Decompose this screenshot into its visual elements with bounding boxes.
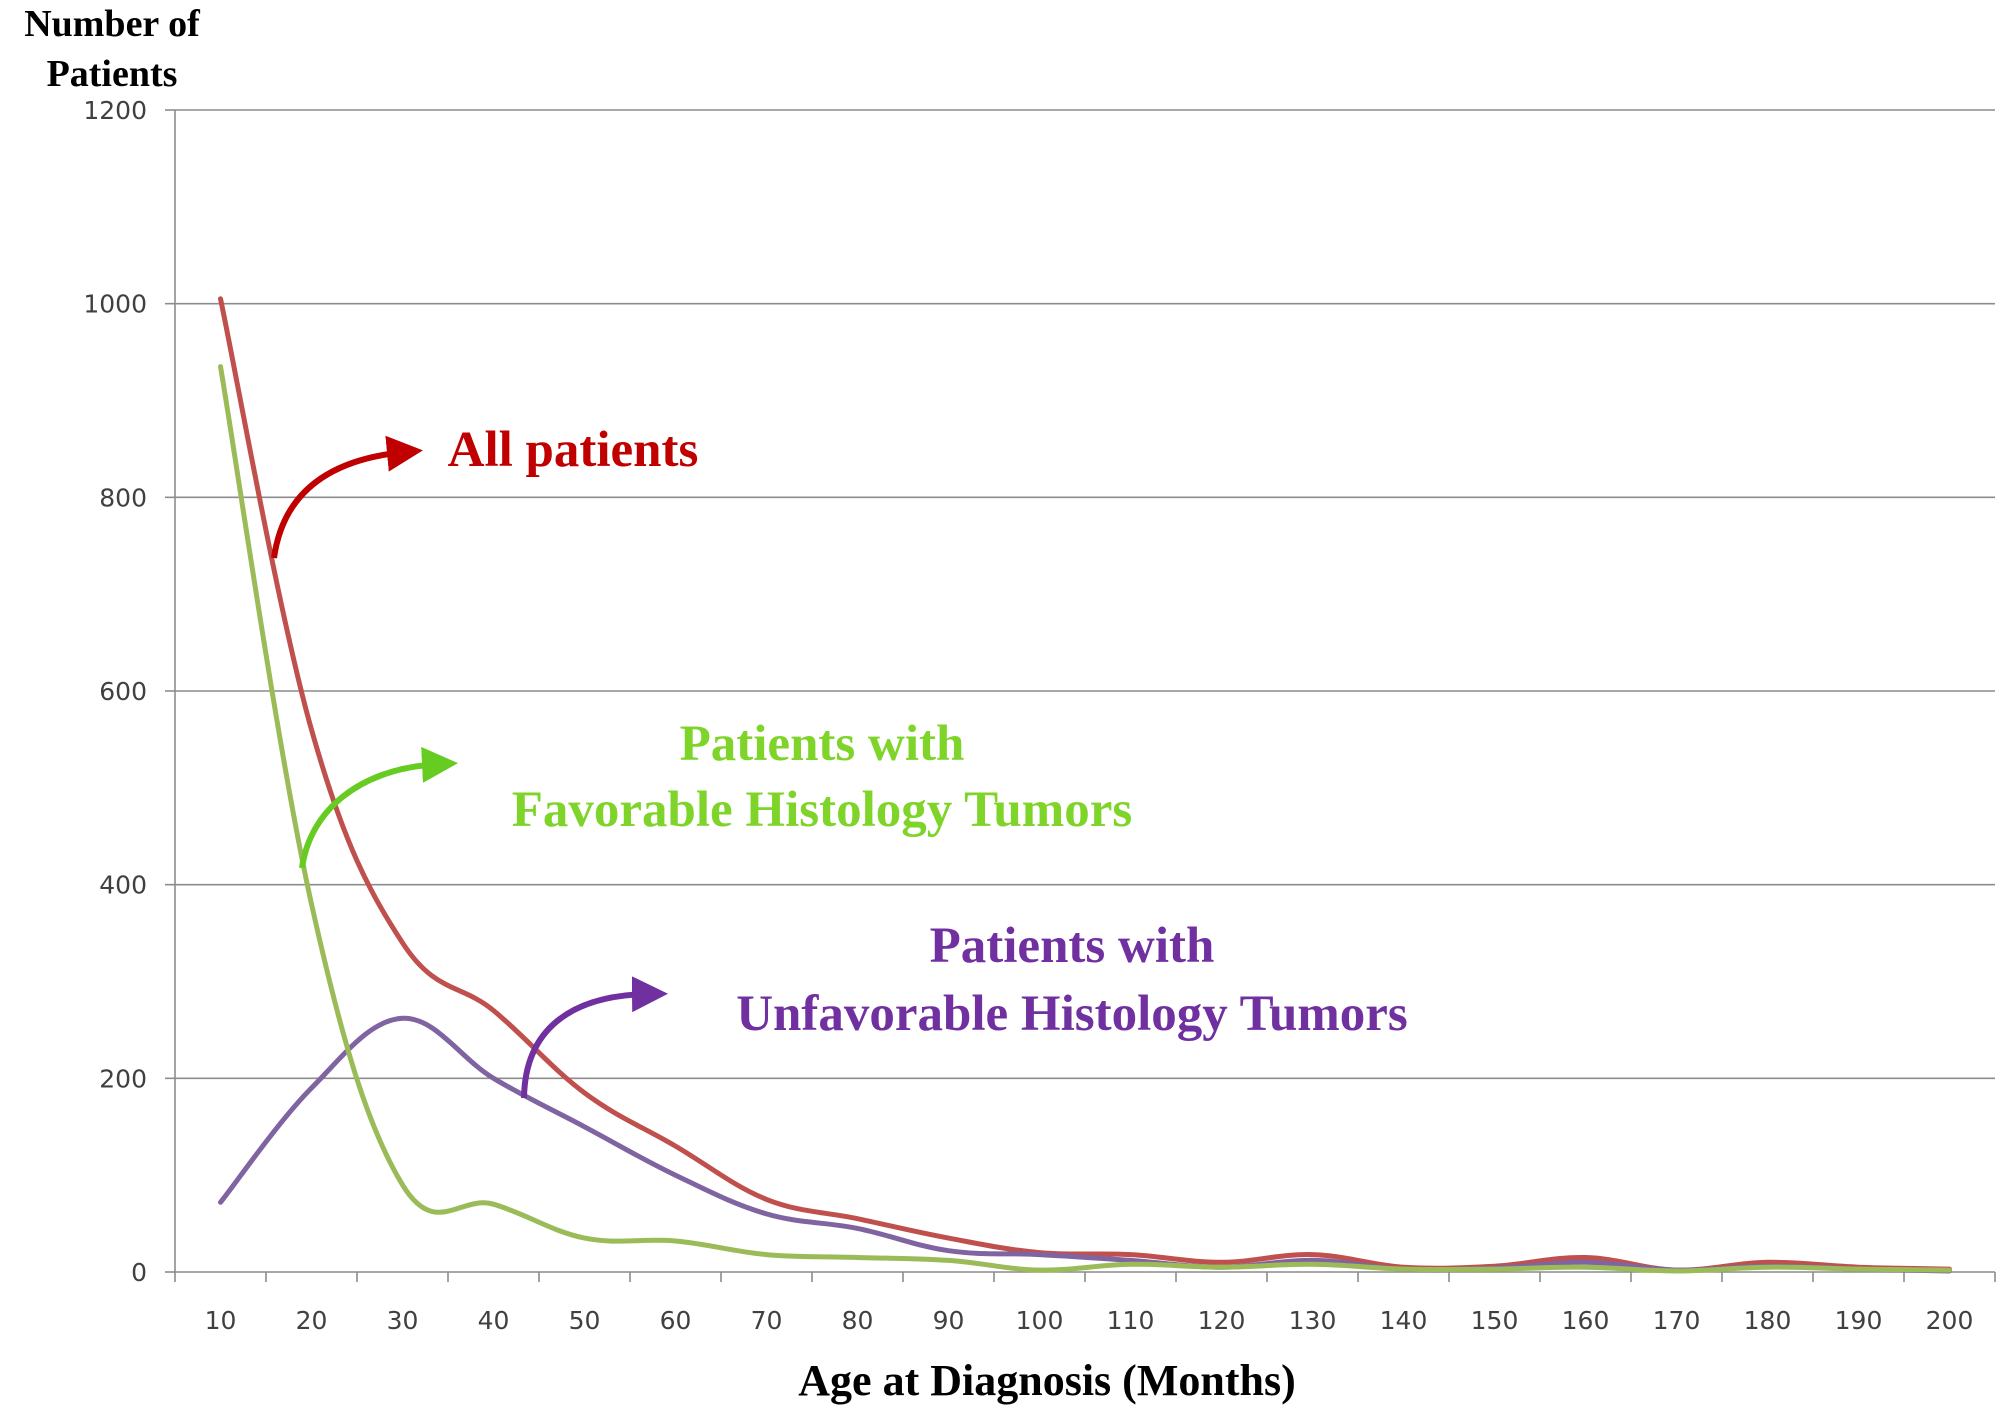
x-axis-ticks: 10 20 30 40 50 60 70 80 90 100 110 120 130 140 150 160 1… [174,1272,1996,1335]
x-tick-label-170: 170 [1653,1306,1701,1335]
x-tick-label-80: 80 [842,1306,874,1335]
y-tick-label-1000: 1000 [83,290,147,319]
annotation-favorable-line-1: Patients with [680,716,965,772]
series-line-patients-with-unfavorable-histology-tumors [218,1015,1952,1274]
x-tick-label-90: 90 [933,1306,965,1335]
x-tick-label-70: 70 [751,1306,783,1335]
annotation-arrow-unfavorable [521,976,668,1099]
annotation-arrow-all-patients [271,435,423,559]
annotation-arrow-favorable [299,746,458,869]
x-tick-label-20: 20 [296,1306,328,1335]
x-tick-label-140: 140 [1380,1306,1428,1335]
x-tick-label-30: 30 [387,1306,419,1335]
y-axis-ticks: 0 200 400 600 800 1000 1200 [83,96,175,1287]
annotation-favorable-line-2: Favorable Histology Tumors [512,782,1133,838]
x-tick-label-110: 110 [1107,1306,1155,1335]
x-tick-label-10: 10 [205,1306,237,1335]
y-axis-title-line-2: Patients [47,53,178,95]
y-tick-label-1200: 1200 [83,96,147,125]
x-tick-label-200: 200 [1926,1306,1974,1335]
series-lines [218,296,1952,1274]
y-tick-label-800: 800 [99,483,147,512]
x-tick-label-100: 100 [1016,1306,1064,1335]
x-tick-label-60: 60 [660,1306,692,1335]
annotation-unfavorable-line-1: Patients with [930,918,1215,974]
x-tick-label-150: 150 [1471,1306,1519,1335]
x-tick-label-180: 180 [1744,1306,1792,1335]
x-axis-title: Age at Diagnosis (Months) [798,1356,1295,1405]
y-tick-label-0: 0 [131,1258,147,1287]
gridlines [175,109,1995,1080]
x-tick-label-130: 130 [1289,1306,1337,1335]
annotation-unfavorable-line-2: Unfavorable Histology Tumors [736,986,1408,1042]
y-axis-title-line-1: Number of [24,3,201,45]
x-tick-label-120: 120 [1198,1306,1246,1335]
y-tick-label-200: 200 [99,1064,147,1093]
x-tick-label-190: 190 [1835,1306,1883,1335]
x-tick-label-160: 160 [1562,1306,1610,1335]
series-line-patients-with-favorable-histology-tumors [218,364,1952,1274]
annotation-all-patients: All patients [448,422,699,478]
x-tick-label-50: 50 [569,1306,601,1335]
x-tick-label-40: 40 [478,1306,510,1335]
y-tick-label-400: 400 [99,871,147,900]
y-tick-label-600: 600 [99,677,147,706]
